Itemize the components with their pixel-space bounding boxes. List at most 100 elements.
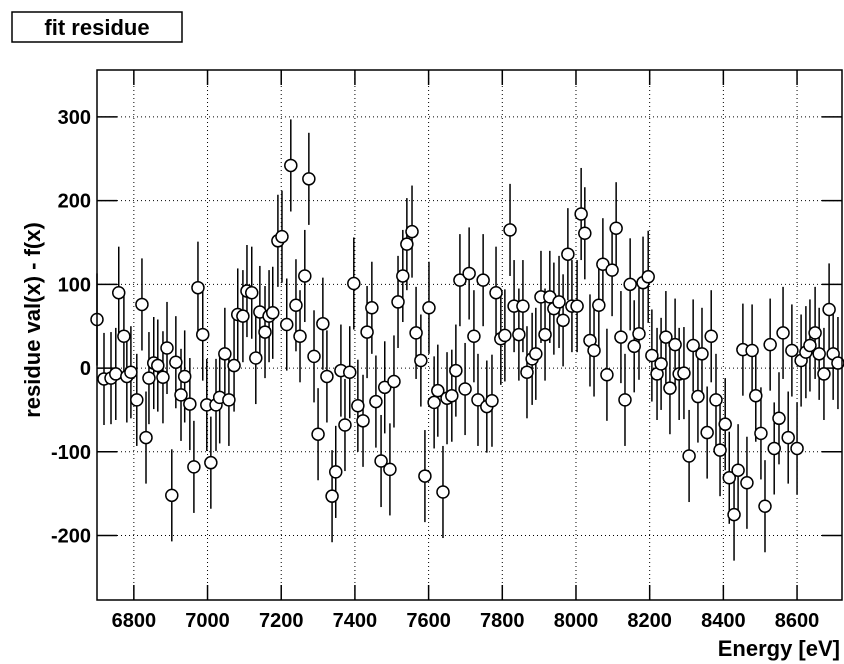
data-point [302, 172, 316, 186]
data-point [498, 328, 512, 343]
data-point [135, 297, 149, 312]
data-point [627, 339, 641, 354]
data-point [538, 327, 552, 342]
data-point [156, 370, 170, 385]
y-tick-label: 200 [58, 191, 91, 213]
data-point [369, 394, 383, 409]
data-point [445, 388, 459, 403]
data-point [284, 158, 298, 173]
data-point [529, 347, 543, 361]
data-point [307, 349, 321, 364]
data-point [817, 367, 831, 381]
data-point [516, 299, 530, 313]
y-axis-label: residue val(x) - f(x) [20, 222, 45, 418]
data-point [654, 357, 668, 371]
data-point [471, 393, 485, 407]
data-point [311, 427, 325, 441]
data-point [320, 369, 334, 384]
data-point [618, 393, 632, 407]
data-point [174, 388, 188, 402]
y-tick-label: -200 [51, 526, 91, 548]
data-point [204, 455, 218, 470]
data-point [600, 368, 614, 382]
data-point [767, 441, 781, 456]
data-point [727, 507, 741, 522]
data-point [467, 329, 481, 344]
data-point [427, 395, 441, 410]
data-point [400, 237, 414, 251]
data-point [329, 465, 343, 479]
data-point [360, 325, 374, 339]
data-point [431, 383, 445, 398]
data-point [641, 270, 655, 284]
x-tick-label: 6800 [112, 610, 157, 632]
data-point [668, 337, 682, 352]
data-point [462, 266, 476, 281]
data-point [686, 338, 700, 353]
x-tick-label: 7000 [185, 610, 230, 632]
data-point [556, 313, 570, 328]
x-axis-label: Energy [eV] [718, 636, 840, 661]
data-point [781, 430, 795, 445]
data-point [169, 355, 183, 369]
data-point [236, 309, 250, 323]
y-tick-label: 300 [58, 107, 91, 129]
data-point [409, 326, 423, 340]
data-point [289, 298, 303, 313]
data-point [325, 489, 339, 503]
data-point [343, 365, 357, 380]
data-point [740, 476, 754, 490]
data-point [458, 382, 472, 396]
data-point [293, 329, 307, 344]
data-point [258, 325, 272, 339]
data-point [561, 247, 575, 261]
data-point [139, 430, 153, 445]
data-point [351, 399, 365, 413]
data-point [187, 460, 201, 474]
y-tick-label: 0 [80, 358, 91, 380]
data-point [222, 393, 236, 407]
data-point [280, 317, 294, 332]
x-tick-label: 7200 [259, 610, 304, 632]
x-tick-label: 8000 [554, 610, 599, 632]
data-point [822, 302, 836, 317]
x-tick-label: 7600 [406, 610, 451, 632]
x-tick-label: 8400 [701, 610, 746, 632]
data-point [578, 226, 592, 241]
data-point [414, 353, 428, 368]
data-point [183, 397, 197, 411]
data-point [347, 276, 361, 291]
data-point [298, 269, 312, 283]
data-point [124, 365, 138, 380]
data-point [682, 449, 696, 463]
data-point [609, 221, 623, 235]
data-point [772, 411, 786, 426]
data-point [165, 488, 179, 503]
x-tick-label: 7800 [480, 610, 525, 632]
data-point [151, 358, 165, 373]
data-point [316, 316, 330, 331]
data-point [422, 301, 436, 315]
data-point [790, 441, 804, 456]
data-point [754, 426, 768, 441]
data-point [111, 285, 126, 300]
data-point [512, 327, 526, 342]
data-point [659, 330, 673, 344]
data-point [808, 326, 822, 340]
data-point [191, 280, 205, 295]
data-point [632, 326, 646, 341]
data-point [485, 393, 499, 408]
data-point [405, 224, 419, 239]
data-point [812, 347, 826, 361]
y-tick-label: -100 [51, 442, 91, 464]
x-tick-label: 8200 [627, 610, 672, 632]
data-point [218, 347, 232, 361]
data-point [645, 348, 659, 363]
data-point [587, 343, 601, 358]
data-point [776, 326, 790, 340]
data-point [718, 417, 732, 431]
data-point [177, 369, 192, 384]
data-point [338, 418, 352, 432]
